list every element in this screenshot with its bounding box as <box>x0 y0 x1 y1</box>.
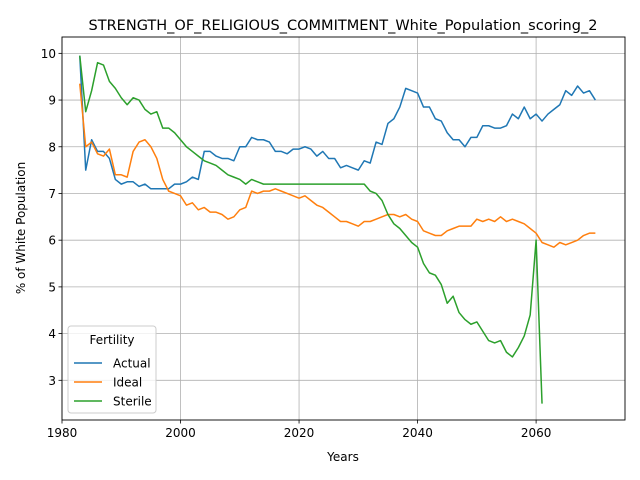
legend-title: Fertility <box>89 333 134 347</box>
y-tick-label: 4 <box>48 327 56 341</box>
x-tick-label: 2000 <box>165 426 196 440</box>
grid <box>61 37 625 420</box>
y-tick-label: 3 <box>48 374 56 388</box>
legend-box <box>67 325 157 414</box>
legend-label-ideal: Ideal <box>113 376 142 390</box>
plot-frame <box>61 36 626 421</box>
y-tick-label: 5 <box>48 280 56 294</box>
x-axis-label: Years <box>326 450 359 464</box>
y-tick-label: 7 <box>48 187 56 201</box>
series-layer <box>79 55 597 404</box>
x-tick-label: 2060 <box>521 426 552 440</box>
x-tick-label: 2020 <box>284 426 315 440</box>
y-axis-label: % of White Population <box>14 162 28 294</box>
y-tick-label: 9 <box>48 94 56 108</box>
x-tick-label: 1980 <box>47 426 78 440</box>
x-tick-label: 2040 <box>402 426 433 440</box>
y-tick-label: 10 <box>41 47 56 61</box>
y-axis: 3 4 5 6 7 8 9 10 <box>41 47 62 388</box>
series-line-actual <box>79 55 597 190</box>
series-line-sterile <box>79 55 543 404</box>
series-line-ideal <box>79 83 596 248</box>
chart-title: STRENGTH_OF_RELIGIOUS_COMMITMENT_White_P… <box>89 18 598 34</box>
legend-label-actual: Actual <box>113 357 151 371</box>
y-tick-label: 8 <box>48 140 56 154</box>
x-axis: 1980 2000 2020 2040 2060 <box>47 420 552 440</box>
legend-label-sterile: Sterile <box>113 395 152 409</box>
legend: Fertility Actual Ideal Sterile <box>67 325 157 414</box>
y-tick-label: 6 <box>48 234 56 248</box>
